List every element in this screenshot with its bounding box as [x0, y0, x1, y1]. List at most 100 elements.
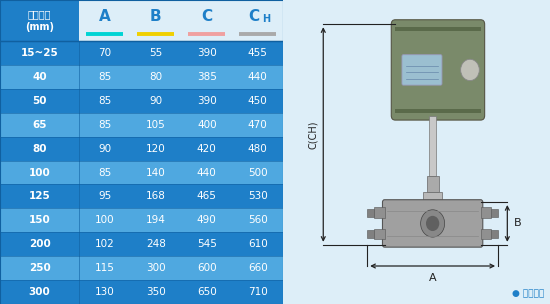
Text: 450: 450: [248, 96, 268, 106]
Bar: [367, 230, 374, 238]
Bar: [130, 256, 182, 280]
Bar: [0, 0, 79, 41]
Text: 455: 455: [248, 48, 268, 58]
Bar: [0, 232, 79, 256]
Bar: [79, 137, 130, 161]
Text: 95: 95: [98, 192, 112, 202]
Bar: [130, 208, 182, 232]
Text: 40: 40: [32, 72, 47, 82]
Bar: [130, 280, 182, 304]
Bar: [232, 113, 283, 137]
Text: C: C: [248, 9, 259, 24]
Text: 85: 85: [98, 120, 112, 130]
Circle shape: [421, 210, 444, 237]
Text: 500: 500: [248, 168, 267, 178]
Text: 65: 65: [32, 120, 47, 130]
Text: 710: 710: [248, 287, 268, 297]
Bar: [374, 208, 384, 218]
Bar: [130, 113, 182, 137]
Circle shape: [426, 216, 439, 231]
Text: 150: 150: [29, 215, 51, 225]
Bar: [130, 161, 182, 185]
Bar: [182, 208, 232, 232]
Text: 80: 80: [149, 72, 162, 82]
Text: 55: 55: [149, 48, 162, 58]
Bar: [0, 256, 79, 280]
Bar: [232, 137, 283, 161]
Bar: [0, 89, 79, 113]
Text: 90: 90: [98, 143, 111, 154]
Text: 105: 105: [146, 120, 166, 130]
Bar: [232, 232, 283, 256]
Text: 470: 470: [248, 120, 268, 130]
Bar: [374, 229, 384, 240]
Bar: [0, 185, 79, 208]
Bar: [130, 41, 182, 65]
Bar: [130, 185, 182, 208]
Text: B: B: [150, 9, 162, 24]
Text: 545: 545: [197, 239, 217, 249]
Text: 420: 420: [197, 143, 217, 154]
Text: 130: 130: [95, 287, 115, 297]
Bar: [79, 185, 130, 208]
Bar: [182, 161, 232, 185]
Bar: [430, 116, 436, 176]
Bar: [0, 280, 79, 304]
Text: 390: 390: [197, 96, 217, 106]
Bar: [232, 41, 283, 65]
Text: 480: 480: [248, 143, 268, 154]
Bar: [130, 89, 182, 113]
FancyBboxPatch shape: [391, 20, 485, 120]
Text: 100: 100: [29, 168, 51, 178]
Bar: [79, 208, 130, 232]
Bar: [232, 161, 283, 185]
Bar: [0, 137, 79, 161]
Bar: [232, 185, 283, 208]
Bar: [0, 65, 79, 89]
Circle shape: [461, 59, 479, 81]
Text: C: C: [201, 9, 212, 24]
FancyBboxPatch shape: [382, 200, 483, 247]
Bar: [79, 280, 130, 304]
Bar: [395, 27, 481, 31]
Text: A: A: [429, 273, 437, 283]
Text: 168: 168: [146, 192, 166, 202]
Bar: [79, 89, 130, 113]
Bar: [232, 280, 283, 304]
Bar: [130, 65, 182, 89]
Bar: [182, 137, 232, 161]
Text: 194: 194: [146, 215, 166, 225]
Bar: [232, 0, 283, 41]
Bar: [0, 113, 79, 137]
Bar: [79, 65, 130, 89]
FancyBboxPatch shape: [402, 55, 442, 85]
Text: 102: 102: [95, 239, 115, 249]
Text: 600: 600: [197, 263, 217, 273]
Text: 120: 120: [146, 143, 166, 154]
Bar: [79, 0, 130, 41]
Text: 200: 200: [29, 239, 51, 249]
Text: 100: 100: [95, 215, 114, 225]
Bar: [491, 209, 498, 216]
Bar: [79, 256, 130, 280]
Text: 650: 650: [197, 287, 217, 297]
Bar: [424, 192, 442, 202]
Text: H: H: [262, 14, 270, 24]
Text: C(CH): C(CH): [307, 120, 317, 149]
Text: 125: 125: [29, 192, 51, 202]
Text: 530: 530: [248, 192, 268, 202]
Text: 300: 300: [29, 287, 51, 297]
Bar: [79, 41, 130, 65]
Text: 85: 85: [98, 168, 112, 178]
Text: 250: 250: [29, 263, 51, 273]
Bar: [182, 256, 232, 280]
Text: 140: 140: [146, 168, 166, 178]
Bar: [182, 280, 232, 304]
Text: 仪表口径
(mm): 仪表口径 (mm): [25, 9, 54, 32]
Bar: [79, 232, 130, 256]
Bar: [491, 230, 498, 238]
Text: 465: 465: [197, 192, 217, 202]
Text: 85: 85: [98, 72, 112, 82]
Text: A: A: [99, 9, 111, 24]
Bar: [232, 89, 283, 113]
